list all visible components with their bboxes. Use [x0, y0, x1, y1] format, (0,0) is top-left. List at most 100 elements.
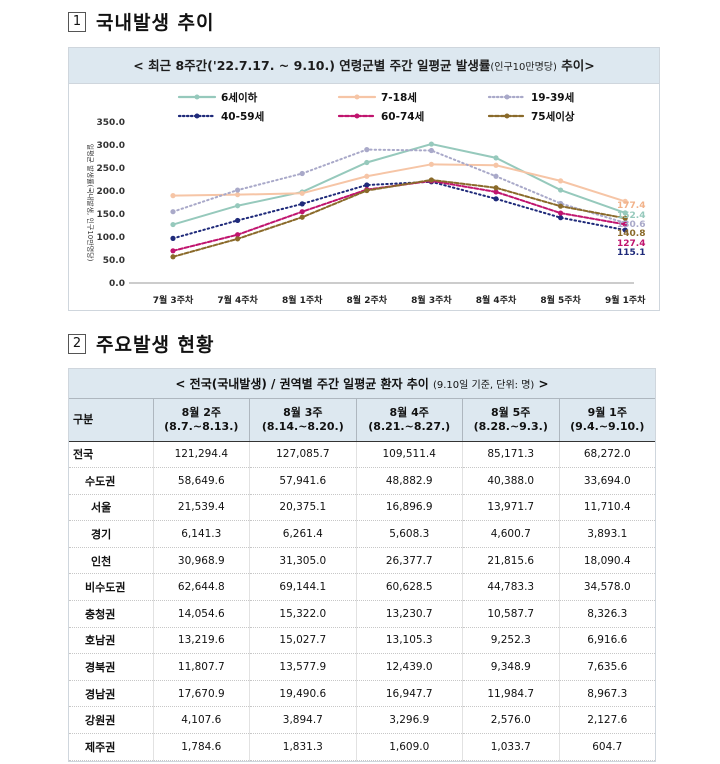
chart-title-unit: (인구10만명당) [490, 62, 557, 73]
table-cell: 4,600.7 [461, 520, 560, 548]
data-point [428, 141, 434, 147]
column-dates: (8.7.~8.13.) [164, 419, 239, 433]
table-row: 제주권 1,784.6 1,831.3 1,609.0 1,033.7 604.7 [69, 733, 655, 761]
y-tick-label: 150.0 [97, 210, 125, 220]
table-row: 경남권 17,670.9 19,490.6 16,947.7 11,984.7 8,967… [69, 680, 655, 708]
table-cell: 85,171.3 [461, 441, 560, 469]
table-cell: 20,375.1 [249, 494, 357, 522]
legend-marker [194, 113, 200, 119]
table-cell: 15,322.0 [249, 600, 357, 628]
table-cell: 6,916.6 [558, 627, 655, 655]
data-point [235, 217, 241, 224]
y-tick-label: 0.0 [109, 279, 125, 289]
table-cell: 11,710.4 [558, 494, 655, 522]
row-label: 경기 [69, 520, 153, 548]
section-heading: 주요발생 현황 [96, 334, 215, 356]
regional-table: < 전국(국내발생) / 권역별 주간 일평균 환자 추이 (9.10일 기준,… [68, 368, 656, 762]
x-tick-label: 8월 5주차 [540, 294, 581, 306]
x-tick-label: 8월 2주차 [347, 294, 388, 306]
column-week: 8월 2주 [181, 405, 221, 419]
table-cell: 8,326.3 [558, 600, 655, 628]
data-point [428, 147, 434, 154]
table-cell: 40,388.0 [461, 467, 560, 495]
data-point [493, 189, 499, 195]
y-tick-label: 300.0 [97, 141, 125, 151]
row-label: 강원권 [69, 706, 153, 735]
data-point [622, 215, 628, 221]
table-cell: 13,219.6 [152, 627, 250, 655]
data-point [622, 221, 628, 227]
patient-trend-table: 구분 8월 2주 (8.7.~8.13.) 8월 3주 (8.14.~8.20.) … [69, 399, 655, 761]
column-dates: (8.14.~8.20.) [261, 419, 344, 433]
legend-label: 60-74세 [381, 110, 424, 123]
series-line [172, 143, 627, 226]
table-row: 인천 30,968.9 31,305.0 26,377.7 21,815.6 18,090… [69, 547, 655, 575]
table-cell: 5,608.3 [355, 520, 463, 548]
table-cell: 57,941.6 [249, 467, 357, 495]
legend-marker [354, 94, 360, 100]
y-tick-label: 50.0 [103, 256, 125, 266]
data-point [428, 161, 434, 167]
data-point [493, 185, 499, 191]
table-cell: 2,127.6 [558, 706, 655, 735]
column-header: 8월 2주 (8.7.~8.13.) [152, 399, 250, 442]
row-label: 호남권 [69, 627, 153, 655]
data-point [364, 187, 370, 194]
table-cell: 3,894.7 [249, 706, 357, 735]
age-group-chart: < 최근 8주간('22.7.17. ~ 9.10.) 연령군별 주간 일평균 … [68, 47, 660, 311]
data-point [493, 173, 499, 179]
data-point [299, 190, 305, 196]
table-cell: 17,670.9 [152, 680, 250, 708]
column-header: 8월 5주 (8.28.~9.3.) [461, 399, 560, 442]
section-heading: 국내발생 추이 [96, 12, 215, 34]
table-title-main: < 전국(국내발생) / 권역별 주간 일평균 환자 추이 [175, 377, 433, 391]
legend-label: 75세이상 [531, 110, 575, 123]
table-cell: 21,815.6 [461, 547, 560, 575]
row-label: 수도권 [69, 467, 153, 495]
table-title: < 전국(국내발생) / 권역별 주간 일평균 환자 추이 (9.10일 기준,… [69, 369, 655, 399]
table-cell: 10,587.7 [461, 600, 560, 628]
table-header-row: 구분 8월 2주 (8.7.~8.13.) 8월 3주 (8.14.~8.20.) … [69, 399, 655, 442]
row-label: 제주권 [69, 733, 153, 761]
legend-marker [354, 113, 360, 119]
table-cell: 7,635.6 [558, 653, 655, 681]
data-point [299, 209, 305, 215]
series-line [172, 178, 627, 258]
table-cell: 14,054.6 [152, 600, 250, 628]
table-cell: 16,947.7 [355, 680, 463, 708]
x-tick-label: 7월 3주차 [153, 294, 194, 306]
data-point [170, 193, 176, 199]
data-point [235, 192, 241, 198]
section-number: 2 [68, 333, 86, 354]
table-cell: 8,967.3 [558, 680, 655, 708]
y-tick-label: 250.0 [97, 164, 125, 174]
legend-marker [504, 113, 510, 119]
table-row: 호남권 13,219.6 15,027.7 13,105.3 9,252.3 6,916.… [69, 627, 655, 655]
x-tick-label: 7월 4주차 [217, 294, 258, 306]
table-cell: 16,896.9 [355, 494, 463, 522]
column-header: 8월 4주 (8.21.~8.27.) [355, 399, 463, 442]
table-row: 충청권 14,054.6 15,322.0 13,230.7 10,587.7 8,326… [69, 600, 655, 628]
table-cell: 2,576.0 [461, 706, 560, 735]
data-point [235, 236, 241, 242]
table-cell: 109,511.4 [355, 441, 463, 469]
data-point [558, 178, 564, 184]
series-line [172, 180, 627, 240]
column-week: 8월 5주 [491, 405, 531, 419]
end-value-label: 127.4 [617, 239, 645, 249]
data-point [622, 198, 628, 204]
data-point [622, 210, 628, 216]
table-cell: 1,784.6 [152, 733, 250, 761]
data-point [299, 170, 305, 177]
data-point [493, 155, 499, 161]
data-point [170, 248, 176, 254]
table-cell: 6,261.4 [249, 520, 357, 548]
data-point [558, 215, 564, 221]
column-dates: (8.21.~8.27.) [368, 419, 451, 433]
table-cell: 127,085.7 [249, 441, 357, 469]
column-header: 8월 3주 (8.14.~8.20.) [249, 399, 357, 442]
table-row: 강원권 4,107.6 3,894.7 3,296.9 2,576.0 2,127.6 [69, 706, 655, 735]
table-cell: 30,968.9 [152, 547, 250, 575]
table-cell: 121,294.4 [152, 441, 250, 469]
legend-marker [194, 94, 200, 100]
